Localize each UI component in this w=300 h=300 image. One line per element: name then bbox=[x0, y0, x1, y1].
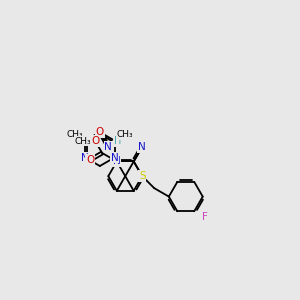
Text: CH₃: CH₃ bbox=[117, 130, 134, 139]
Text: H: H bbox=[114, 136, 121, 146]
Text: N: N bbox=[111, 152, 119, 163]
Text: CH₃: CH₃ bbox=[75, 137, 92, 146]
Text: N: N bbox=[113, 157, 121, 166]
Text: N: N bbox=[138, 142, 146, 152]
Text: O: O bbox=[86, 155, 94, 165]
Text: S: S bbox=[139, 171, 146, 181]
Text: O: O bbox=[96, 127, 104, 137]
Text: N: N bbox=[104, 142, 112, 152]
Text: F: F bbox=[202, 212, 208, 222]
Text: O: O bbox=[91, 136, 100, 146]
Text: CH₃: CH₃ bbox=[66, 130, 83, 139]
Text: N: N bbox=[81, 152, 89, 163]
